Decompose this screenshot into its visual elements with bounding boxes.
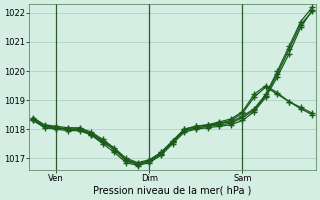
X-axis label: Pression niveau de la mer( hPa ): Pression niveau de la mer( hPa ) <box>93 186 252 196</box>
